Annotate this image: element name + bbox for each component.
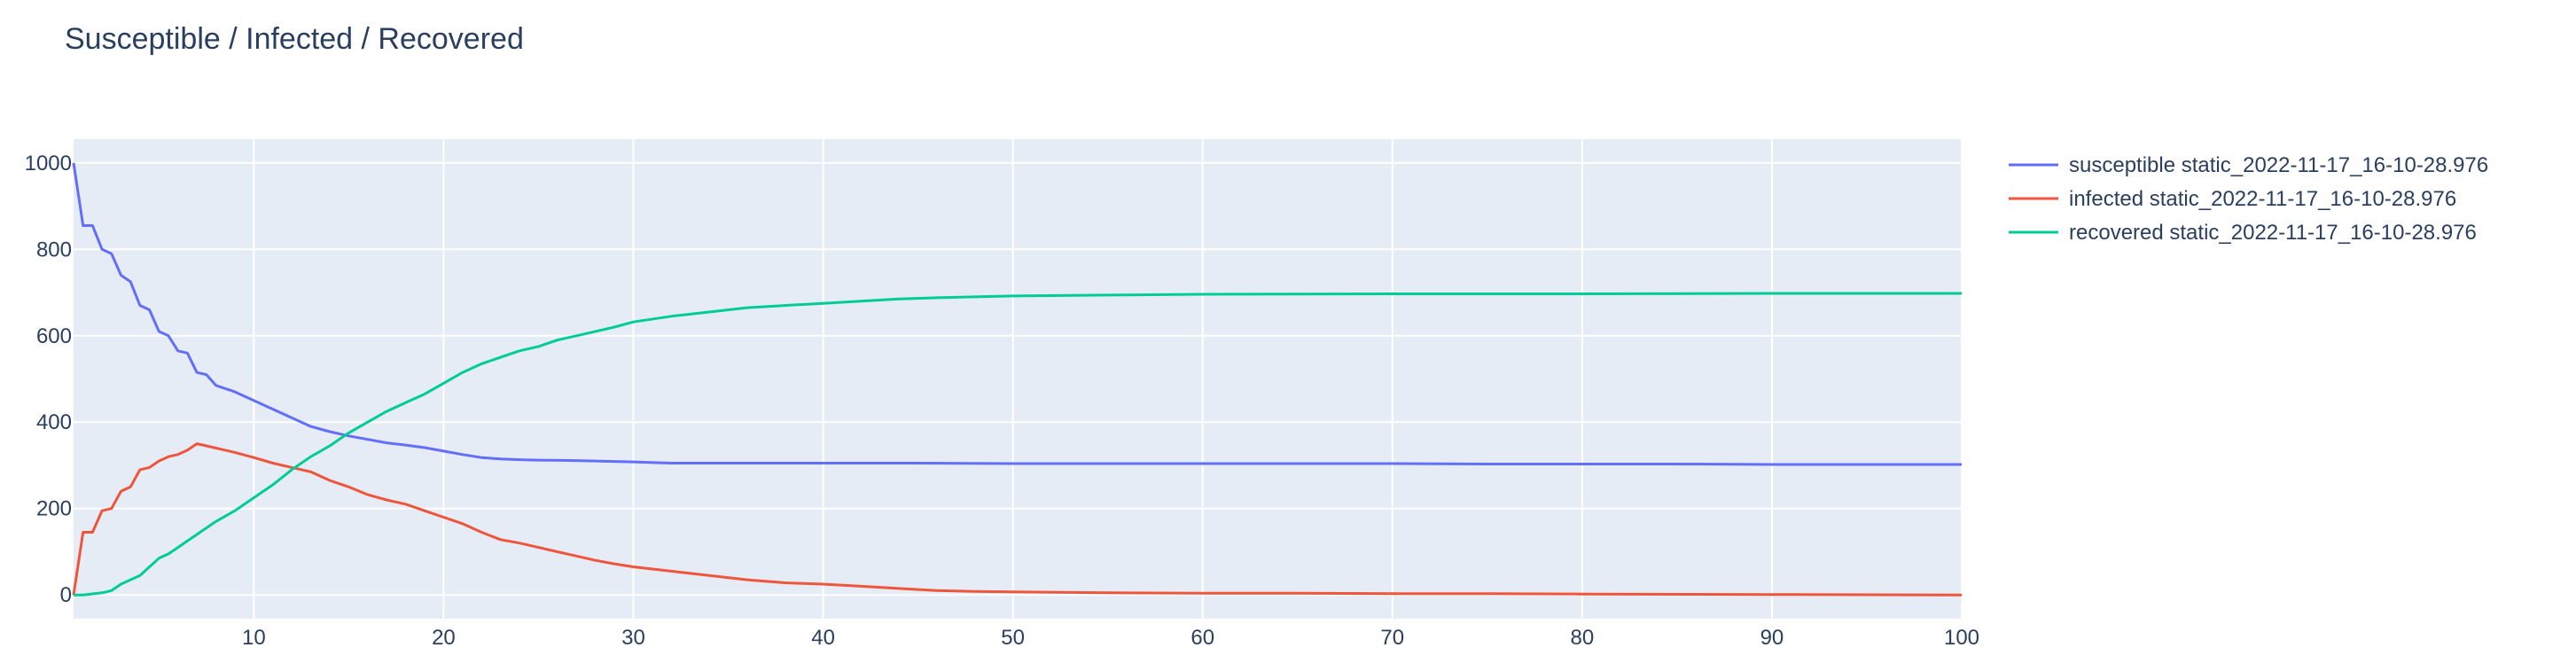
- legend-label: recovered static_2022-11-17_16-10-28.976: [2069, 221, 2477, 245]
- x-tick-label: 50: [1001, 626, 1025, 650]
- x-tick-label: 90: [1760, 626, 1784, 650]
- x-tick-label: 10: [242, 626, 266, 650]
- chart-title: Susceptible / Infected / Recovered: [65, 22, 524, 56]
- series-line-1: [72, 162, 1962, 466]
- y-tick-label: 1000: [25, 152, 72, 176]
- y-tick-label: 800: [36, 238, 72, 261]
- legend-label: susceptible static_2022-11-17_16-10-28.9…: [2069, 153, 2488, 177]
- legend-item-3[interactable]: recovered static_2022-11-17_16-10-28.976: [2009, 221, 2477, 245]
- x-tick-label: 30: [621, 626, 645, 650]
- x-tick-label: 40: [811, 626, 835, 650]
- grid-layer: [74, 139, 1963, 619]
- series-line-3: [74, 292, 1962, 597]
- plot-background: [74, 139, 1962, 619]
- legend-item-1[interactable]: susceptible static_2022-11-17_16-10-28.9…: [2009, 153, 2488, 177]
- x-tick-label: 80: [1571, 626, 1595, 650]
- x-tick-label: 60: [1190, 626, 1214, 650]
- y-tick-label: 200: [36, 497, 72, 521]
- legend-item-2[interactable]: infected static_2022-11-17_16-10-28.976: [2009, 187, 2456, 211]
- legend[interactable]: susceptible static_2022-11-17_16-10-28.9…: [2009, 153, 2488, 245]
- x-tick-label: 20: [432, 626, 456, 650]
- x-tick-label: 100: [1944, 626, 1979, 650]
- x-tick-label: 70: [1380, 626, 1404, 650]
- legend-label: infected static_2022-11-17_16-10-28.976: [2069, 187, 2456, 211]
- series-layer: [72, 162, 1963, 597]
- y-tick-label: 400: [36, 410, 72, 434]
- series-line-2: [72, 442, 1963, 597]
- y-tick-label: 0: [60, 583, 72, 607]
- y-tick-label: 600: [36, 324, 72, 348]
